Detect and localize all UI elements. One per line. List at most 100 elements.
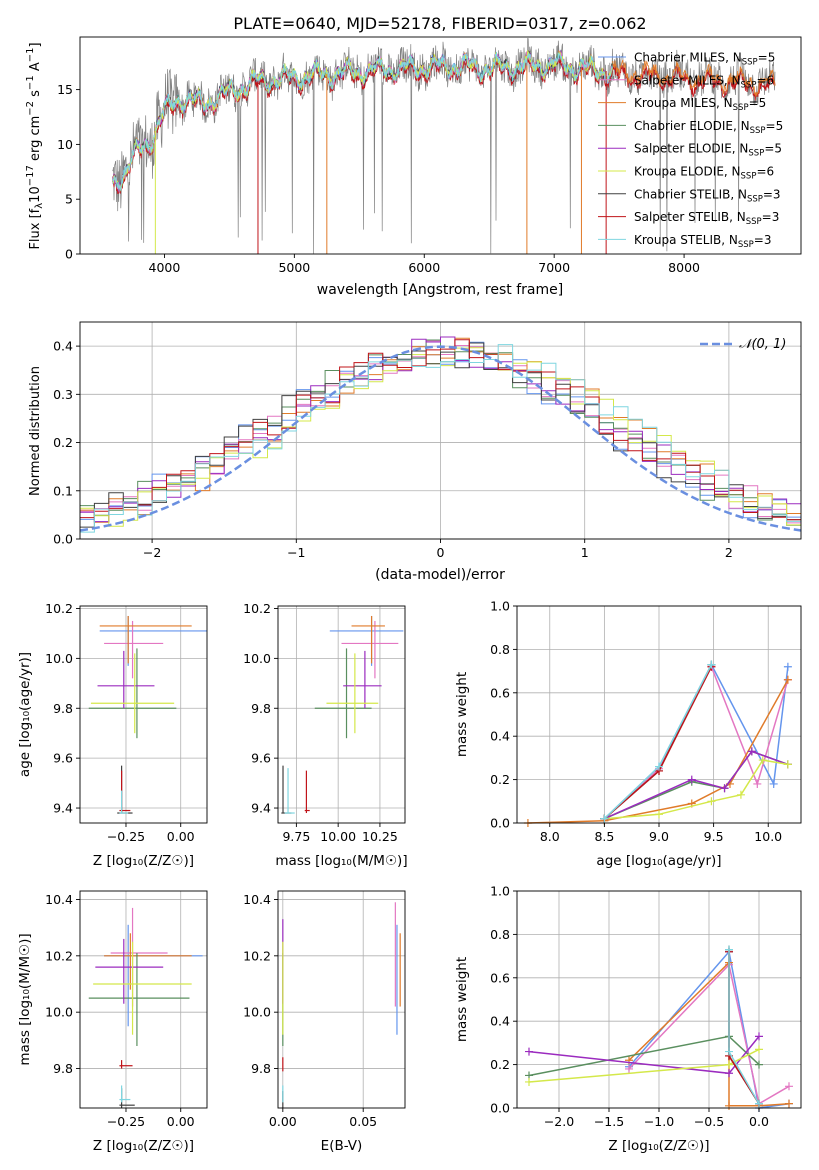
mass_vs_Z-xlabel: Z [log₁₀(Z/Z☉)]: [93, 1138, 194, 1154]
spectrum-model-line: [112, 50, 613, 192]
spectrum-model-line: [112, 51, 613, 190]
weight_vs_age-ytick-label: 0.0: [490, 816, 510, 831]
weight-marker: [755, 1060, 763, 1069]
weight_vs_age-ytick-label: 0.6: [490, 685, 510, 700]
weight_vs_age-xtick-label: 8.5: [594, 829, 614, 844]
weight_vs_age-panel: 8.0 8.5 9.0 9.5 10.0 0.0 0.2 0.4 0.6 0.8 1.0 age [l…: [454, 599, 802, 869]
weight-line: [628, 950, 790, 1109]
age_vs_Z-xlabel: Z [log₁₀(Z/Z☉)]: [93, 853, 194, 869]
weight-marker: [600, 814, 609, 823]
weight-marker: [707, 797, 716, 806]
age_vs_mass-ytick-label: 9.8: [251, 701, 271, 716]
weight-marker: [725, 1060, 733, 1069]
mass_vs_Z-ytick-label: 10.4: [45, 892, 73, 907]
weight-marker: [525, 1077, 533, 1086]
spectrum-xtick-label: 6000: [408, 260, 440, 275]
weight_vs_Z-xlabel: Z [log₁₀(Z/Z☉)]: [608, 1138, 709, 1154]
weight_vs_Z-ytick-label: 0.4: [490, 1014, 510, 1029]
mass_vs_ebv-panel: 0.00 0.05 9.8 10.0 10.2 10.4 E(B-V): [243, 890, 406, 1154]
legend-entry: Chabrier STELIB, NSSP=3: [634, 187, 781, 204]
weight-marker: [758, 756, 767, 765]
weight_vs_Z-panel: −2.0 −1.5 −1.0 −0.5 0.0 0.0 0.2 0.4 0.6 0.8 1.0 Z […: [454, 884, 802, 1154]
weight_vs_Z-ytick-label: 0.2: [490, 1057, 510, 1072]
spectrum-curves: [112, 37, 776, 254]
weight-marker: [725, 1047, 733, 1056]
residuals-panel: −2 −1 0 1 2 0.0 0.1 0.2 0.3 0.4 𝒩(0, 1) (data-mod…: [28, 321, 802, 583]
residuals-ytick-label: 0.2: [53, 435, 73, 450]
weight_vs_Z-ytick-label: 1.0: [490, 884, 510, 899]
residual-histogram: [80, 342, 801, 528]
spectrum-xtick-label: 8000: [668, 260, 700, 275]
weight-marker: [725, 945, 733, 954]
mass_vs_Z-xtick-label: 0.00: [167, 1114, 195, 1129]
residuals-xtick-label: 1: [581, 545, 589, 560]
weight-marker: [783, 662, 792, 671]
residuals-xtick-label: 0: [437, 545, 445, 560]
age_vs_Z-ytick-label: 10.2: [45, 601, 73, 616]
weight-marker: [720, 784, 729, 793]
weight-line: [628, 963, 790, 1105]
legend-entry: Kroupa STELIB, NSSP=3: [634, 233, 772, 250]
legend-entry: Salpeter ELODIE, NSSP=5: [634, 142, 782, 159]
weight_vs_age-xtick-label: 10.0: [754, 829, 782, 844]
weight-marker: [747, 747, 756, 756]
spectrum-ytick-label: 5: [65, 192, 73, 207]
residuals-xlabel: (data-model)/error: [375, 567, 505, 583]
mass_vs_ebv-xtick-label: 0.05: [349, 1114, 377, 1129]
spectrum-xtick-label: 7000: [538, 260, 570, 275]
weight_vs_Z-ytick-label: 0.8: [490, 927, 510, 942]
residuals-ylabel: Normed distribution: [28, 366, 43, 496]
weight_vs_age-ytick-label: 0.8: [490, 642, 510, 657]
residual-histogram: [80, 336, 801, 523]
age_vs_mass-ytick-label: 10.0: [243, 651, 271, 666]
weight-marker: [736, 790, 745, 799]
weight-marker: [525, 1047, 533, 1056]
age_vs_mass-xtick-label: 10.00: [320, 829, 356, 844]
spectrum-axis-ticks: 4000 5000 6000 7000 8000 0 5 10 15: [57, 82, 700, 275]
weight-marker: [655, 762, 663, 771]
residuals-ytick-label: 0.4: [53, 339, 73, 354]
normal-curve: [79, 345, 802, 532]
weight-marker: [707, 660, 716, 669]
spectrum-xlabel: wavelength [Angstrom, rest frame]: [317, 282, 563, 298]
weight_vs_Z-xtick-label: −1.0: [644, 1114, 674, 1129]
age_vs_mass-xtick-label: 10.25: [362, 829, 398, 844]
age_vs_Z-ytick-label: 10.0: [45, 651, 73, 666]
residuals-ytick-label: 0.1: [53, 483, 73, 498]
spectrum-panel: 4000 5000 6000 7000 8000 0 5 10 15 Chabrier MILE…: [25, 36, 802, 298]
age_vs_Z-ytick-label: 9.6: [53, 751, 73, 766]
age_vs_mass-ytick-label: 9.6: [251, 751, 271, 766]
legend-entry: Salpeter MILES, NSSP=6: [634, 73, 774, 90]
normal-legend-label: 𝒩(0, 1): [739, 337, 786, 352]
weight_vs_Z-xtick-label: −2.0: [544, 1114, 574, 1129]
weight-marker: [625, 1064, 633, 1073]
age_vs_Z-panel: −0.25 0.00 9.4 9.6 9.8 10.0 10.2 Z [log₁₀(Z/Z☉)…: [17, 601, 208, 869]
weight-marker: [753, 779, 762, 788]
mass_vs_ebv-xlabel: E(B-V): [321, 1138, 363, 1154]
weight-line: [528, 1035, 760, 1075]
spectrum-model-line: [112, 50, 613, 193]
weight-marker: [725, 1101, 733, 1110]
weight_vs_Z-xtick-label: 0.0: [749, 1114, 769, 1129]
legend-entry: Salpeter STELIB, NSSP=3: [634, 210, 779, 227]
spectrum-model-line: [112, 50, 613, 192]
residuals-axis-ticks: −2 −1 0 1 2 0.0 0.1 0.2 0.3 0.4: [53, 339, 733, 560]
spectrum-ytick-label: 15: [57, 82, 73, 97]
weight-line: [604, 750, 789, 820]
age_vs_mass-xtick-label: 9.75: [282, 829, 310, 844]
age_vs_mass-frame: [277, 605, 406, 824]
mass_vs_Z-ytick-label: 10.2: [45, 948, 73, 963]
weight-marker: [769, 779, 778, 788]
weight-marker: [755, 1045, 763, 1054]
mass_vs_Z-panel: −0.25 0.00 9.8 10.0 10.2 10.4 Z [log₁₀(Z/Z☉)] m…: [17, 890, 208, 1154]
weight_vs_age-xlabel: age [log₁₀(age/yr)]: [596, 853, 721, 869]
mass_vs_Z-ytick-label: 9.8: [53, 1061, 73, 1076]
weight_vs_Z-ytick-label: 0.6: [490, 970, 510, 985]
spectrum-ytick-label: 10: [57, 137, 73, 152]
legend-entry: Chabrier MILES, NSSP=5: [634, 51, 775, 68]
weight-line: [604, 759, 789, 820]
legend-entry: Chabrier ELODIE, NSSP=5: [634, 119, 783, 136]
weight_vs_Z-ytick-label: 0.0: [490, 1101, 510, 1116]
age_vs_Z-frame: [79, 605, 208, 824]
